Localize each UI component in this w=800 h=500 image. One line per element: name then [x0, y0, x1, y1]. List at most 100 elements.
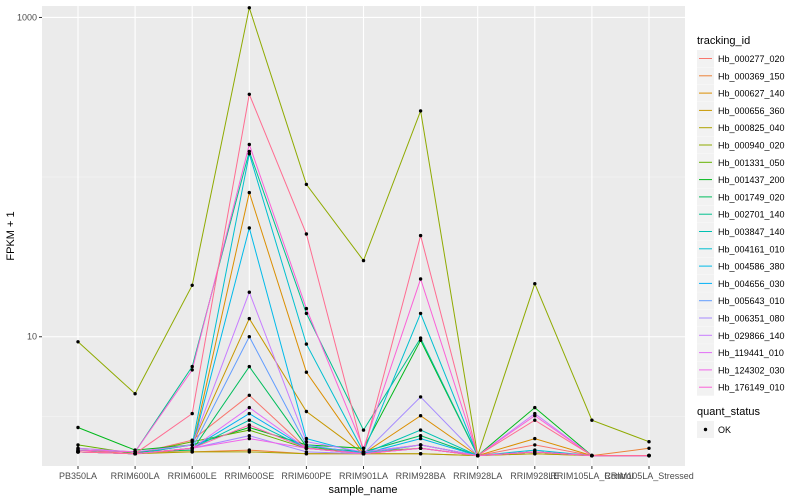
x-tick-label: RRIM928BA	[396, 471, 446, 481]
data-point	[190, 411, 194, 416]
legend-label: Hb_004161_010	[718, 244, 785, 254]
data-point	[304, 342, 309, 346]
x-tick-label: RRIM928LE	[510, 471, 559, 481]
y-axis: 10 1000	[17, 12, 42, 342]
x-tick-label: RRIM600LA	[111, 471, 160, 481]
data-point	[247, 92, 251, 97]
data-point	[361, 258, 366, 263]
x-tick-label: RRIM600SE	[224, 471, 274, 481]
legend-label: Hb_001331_050	[718, 158, 785, 168]
data-point	[304, 450, 309, 454]
data-point	[76, 425, 80, 430]
legend-label: Hb_006351_080	[718, 314, 785, 324]
data-point	[247, 364, 251, 369]
data-point	[247, 425, 251, 430]
data-point	[190, 446, 194, 450]
data-point	[418, 109, 423, 113]
data-point	[247, 393, 251, 397]
data-point	[533, 414, 537, 418]
legend-label: Hb_176149_010	[718, 383, 785, 393]
data-point	[361, 446, 366, 450]
data-point	[418, 428, 423, 432]
x-tick-label: PB350LA	[59, 471, 97, 481]
data-point	[647, 453, 651, 458]
x-tick-label: RRIM600PE	[281, 471, 331, 481]
data-point	[190, 368, 194, 372]
legend-label: Hb_001437_200	[718, 175, 785, 185]
data-point	[247, 418, 251, 422]
data-point	[304, 232, 309, 236]
data-point	[76, 340, 80, 344]
legend-label: Hb_003847_140	[718, 227, 785, 237]
data-point	[418, 336, 423, 340]
data-point	[533, 405, 537, 410]
data-point	[533, 436, 537, 441]
legend-label: Hb_000277_020	[718, 54, 785, 64]
data-point	[247, 405, 251, 410]
data-point	[247, 423, 251, 427]
data-point	[133, 392, 137, 396]
data-points	[76, 6, 651, 458]
data-point	[304, 436, 309, 441]
data-point	[647, 440, 651, 444]
legend2-title: quant_status	[697, 406, 760, 418]
x-tick-label: RRIM901LA	[339, 471, 388, 481]
data-point	[304, 443, 309, 447]
legend-label: Hb_000825_040	[718, 123, 785, 133]
data-point	[533, 443, 537, 447]
data-point	[247, 142, 251, 147]
data-point	[76, 443, 80, 447]
data-point	[647, 446, 651, 450]
data-point	[476, 453, 480, 458]
data-point	[247, 434, 251, 438]
data-point	[533, 450, 537, 454]
legend-label: Hb_002701_140	[718, 210, 785, 220]
legend-label: Hb_000369_150	[718, 71, 785, 81]
data-point	[418, 446, 423, 450]
data-point	[247, 152, 251, 156]
legend-label: Hb_119441_010	[718, 348, 784, 358]
data-point	[533, 418, 537, 422]
data-point	[247, 316, 251, 321]
y-tick-label: 10	[27, 332, 37, 342]
data-point	[361, 450, 366, 454]
data-point	[418, 277, 423, 281]
data-point	[418, 311, 423, 316]
legend-label: Hb_004586_380	[718, 262, 785, 272]
data-point	[304, 306, 309, 311]
legend2-items: OK	[697, 421, 731, 438]
data-point	[247, 290, 251, 294]
data-point	[418, 443, 423, 447]
data-point	[190, 364, 194, 369]
x-tick-label: RRIM600LE	[168, 471, 217, 481]
legend-title: tracking_id	[697, 35, 750, 47]
legend2-label: OK	[718, 425, 731, 435]
data-point	[247, 450, 251, 454]
data-point	[190, 443, 194, 447]
data-point	[304, 409, 309, 414]
legend-label: Hb_000656_360	[718, 106, 785, 116]
data-point	[190, 283, 194, 287]
legend-label: Hb_000940_020	[718, 141, 785, 151]
data-point	[247, 436, 251, 441]
y-axis-title: FPKM + 1	[5, 211, 17, 260]
x-tick-label: RRIM105LA_Control	[550, 471, 633, 481]
data-point	[590, 418, 594, 422]
legend-label: Hb_124302_030	[718, 365, 785, 375]
data-point	[533, 282, 537, 286]
legend2-key-point	[703, 427, 708, 432]
data-point	[418, 233, 423, 238]
y-tick-label: 1000	[17, 12, 37, 22]
data-point	[418, 434, 423, 438]
data-point	[133, 452, 137, 456]
x-tick-label: RRIM105LA_Stressed	[604, 471, 694, 481]
data-point	[76, 450, 80, 454]
data-point	[304, 440, 309, 444]
data-point	[247, 190, 251, 195]
data-point	[247, 149, 251, 154]
data-point	[418, 414, 423, 418]
data-point	[304, 182, 309, 187]
data-point	[361, 428, 366, 432]
legend-label: Hb_001749_020	[718, 192, 785, 202]
